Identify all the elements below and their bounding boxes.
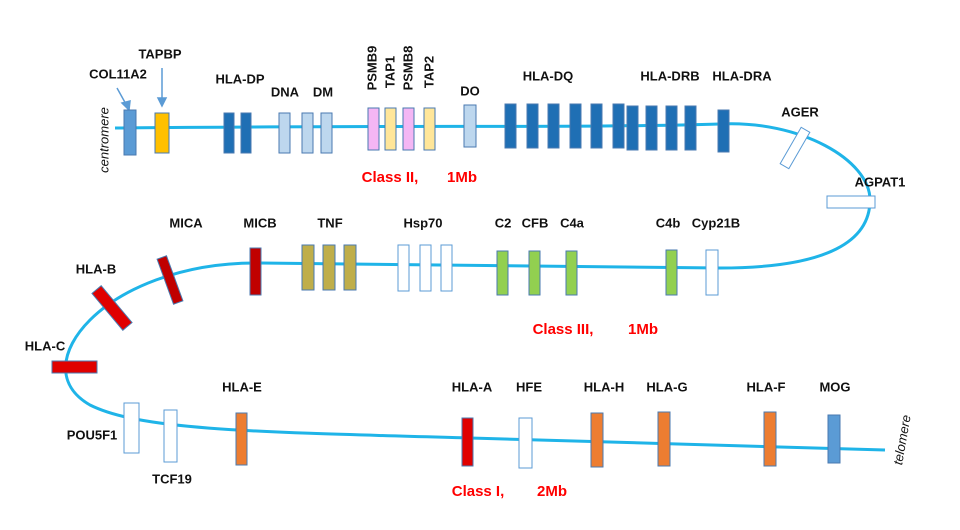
gene-label: DM — [313, 84, 333, 99]
gene-label: PSMB8 — [400, 46, 415, 91]
gene-block — [423, 107, 436, 151]
gene-block — [397, 244, 410, 292]
gene-label: DNA — [271, 84, 300, 99]
gene-label: MOG — [819, 379, 850, 394]
class-label: 1Mb — [447, 169, 477, 186]
gene-block — [504, 103, 517, 149]
gene-label: MICB — [243, 215, 276, 230]
gene-label: AGPAT1 — [855, 174, 906, 189]
gene-block — [123, 109, 137, 156]
gene-block — [547, 103, 560, 149]
gene-label: DO — [460, 83, 480, 98]
gene-block — [240, 112, 252, 154]
gene-block — [461, 417, 474, 467]
gene-label: TAP2 — [421, 56, 436, 88]
gene-block — [705, 249, 719, 296]
class-label: Class III, — [533, 321, 594, 338]
telomere-label: telomere — [890, 414, 914, 466]
gene-block — [569, 103, 582, 149]
gene-label: HLA-A — [452, 379, 493, 394]
gene-block — [518, 417, 533, 469]
gene-label: HLA-DP — [215, 71, 264, 86]
gene-label: COL11A2 — [89, 66, 147, 81]
gene-block — [779, 126, 811, 170]
gene-block — [91, 285, 133, 331]
gene-block — [223, 112, 235, 154]
gene-label: C4a — [560, 215, 585, 230]
gene-label: HLA-DQ — [523, 68, 574, 83]
gene-label: POU5F1 — [67, 427, 118, 442]
gene-block — [590, 412, 604, 468]
gene-block — [320, 112, 333, 154]
gene-block — [156, 255, 184, 305]
gene-block — [249, 247, 262, 296]
gene-block — [665, 249, 678, 296]
class-label: 2Mb — [537, 483, 567, 500]
gene-label: HLA-C — [25, 338, 66, 353]
gene-block — [565, 250, 578, 296]
gene-block — [496, 250, 509, 296]
gene-label: MICA — [169, 215, 203, 230]
gene-label: HLA-G — [646, 379, 687, 394]
gene-label: C4b — [656, 215, 681, 230]
gene-block — [154, 112, 170, 154]
gene-label: TAP1 — [382, 56, 397, 88]
gene-block — [528, 250, 541, 296]
gene-block — [717, 109, 730, 153]
gene-block — [440, 244, 453, 292]
gene-block — [826, 195, 876, 209]
gene-label: TAPBP — [138, 46, 181, 61]
gene-label: AGER — [781, 104, 819, 119]
gene-block — [163, 409, 178, 463]
centromere-label: centromere — [96, 107, 111, 173]
gene-block — [665, 105, 678, 151]
gene-label: HFE — [516, 379, 542, 394]
genes — [51, 103, 876, 469]
gene-label: HLA-DRB — [640, 68, 699, 83]
gene-label: TCF19 — [152, 471, 192, 486]
gene-block — [684, 105, 697, 151]
gene-block — [278, 112, 291, 154]
class-label: 1Mb — [628, 321, 658, 338]
class-label: Class I, — [452, 483, 505, 500]
gene-label: HLA-H — [584, 379, 624, 394]
gene-label: PSMB9 — [364, 46, 379, 91]
gene-block — [301, 112, 314, 154]
gene-block — [343, 244, 357, 291]
gene-label: HLA-E — [222, 379, 262, 394]
gene-label: Cyp21B — [692, 215, 740, 230]
gene-block — [626, 105, 639, 151]
gene-block — [402, 107, 415, 151]
gene-block — [51, 360, 98, 374]
gene-block — [526, 103, 539, 149]
gene-block — [419, 244, 432, 292]
class-label: Class II, — [362, 169, 419, 186]
gene-block — [827, 414, 841, 464]
gene-label: TNF — [317, 215, 342, 230]
gene-label: HLA-DRA — [712, 68, 772, 83]
gene-label: HLA-B — [76, 261, 116, 276]
gene-block — [763, 411, 777, 467]
gene-block — [645, 105, 658, 151]
gene-block — [123, 402, 140, 454]
gene-block — [384, 107, 397, 151]
gene-label: CFB — [522, 215, 549, 230]
gene-block — [235, 412, 248, 466]
gene-block — [590, 103, 603, 149]
gene-block — [657, 411, 671, 467]
gene-block — [301, 244, 315, 291]
gene-block — [612, 103, 625, 149]
gene-label: C2 — [495, 215, 512, 230]
gene-block — [322, 244, 336, 291]
gene-label: Hsp70 — [403, 215, 442, 230]
gene-block — [463, 104, 477, 148]
arrows — [116, 68, 168, 112]
gene-label: HLA-F — [747, 379, 786, 394]
gene-block — [367, 107, 380, 151]
